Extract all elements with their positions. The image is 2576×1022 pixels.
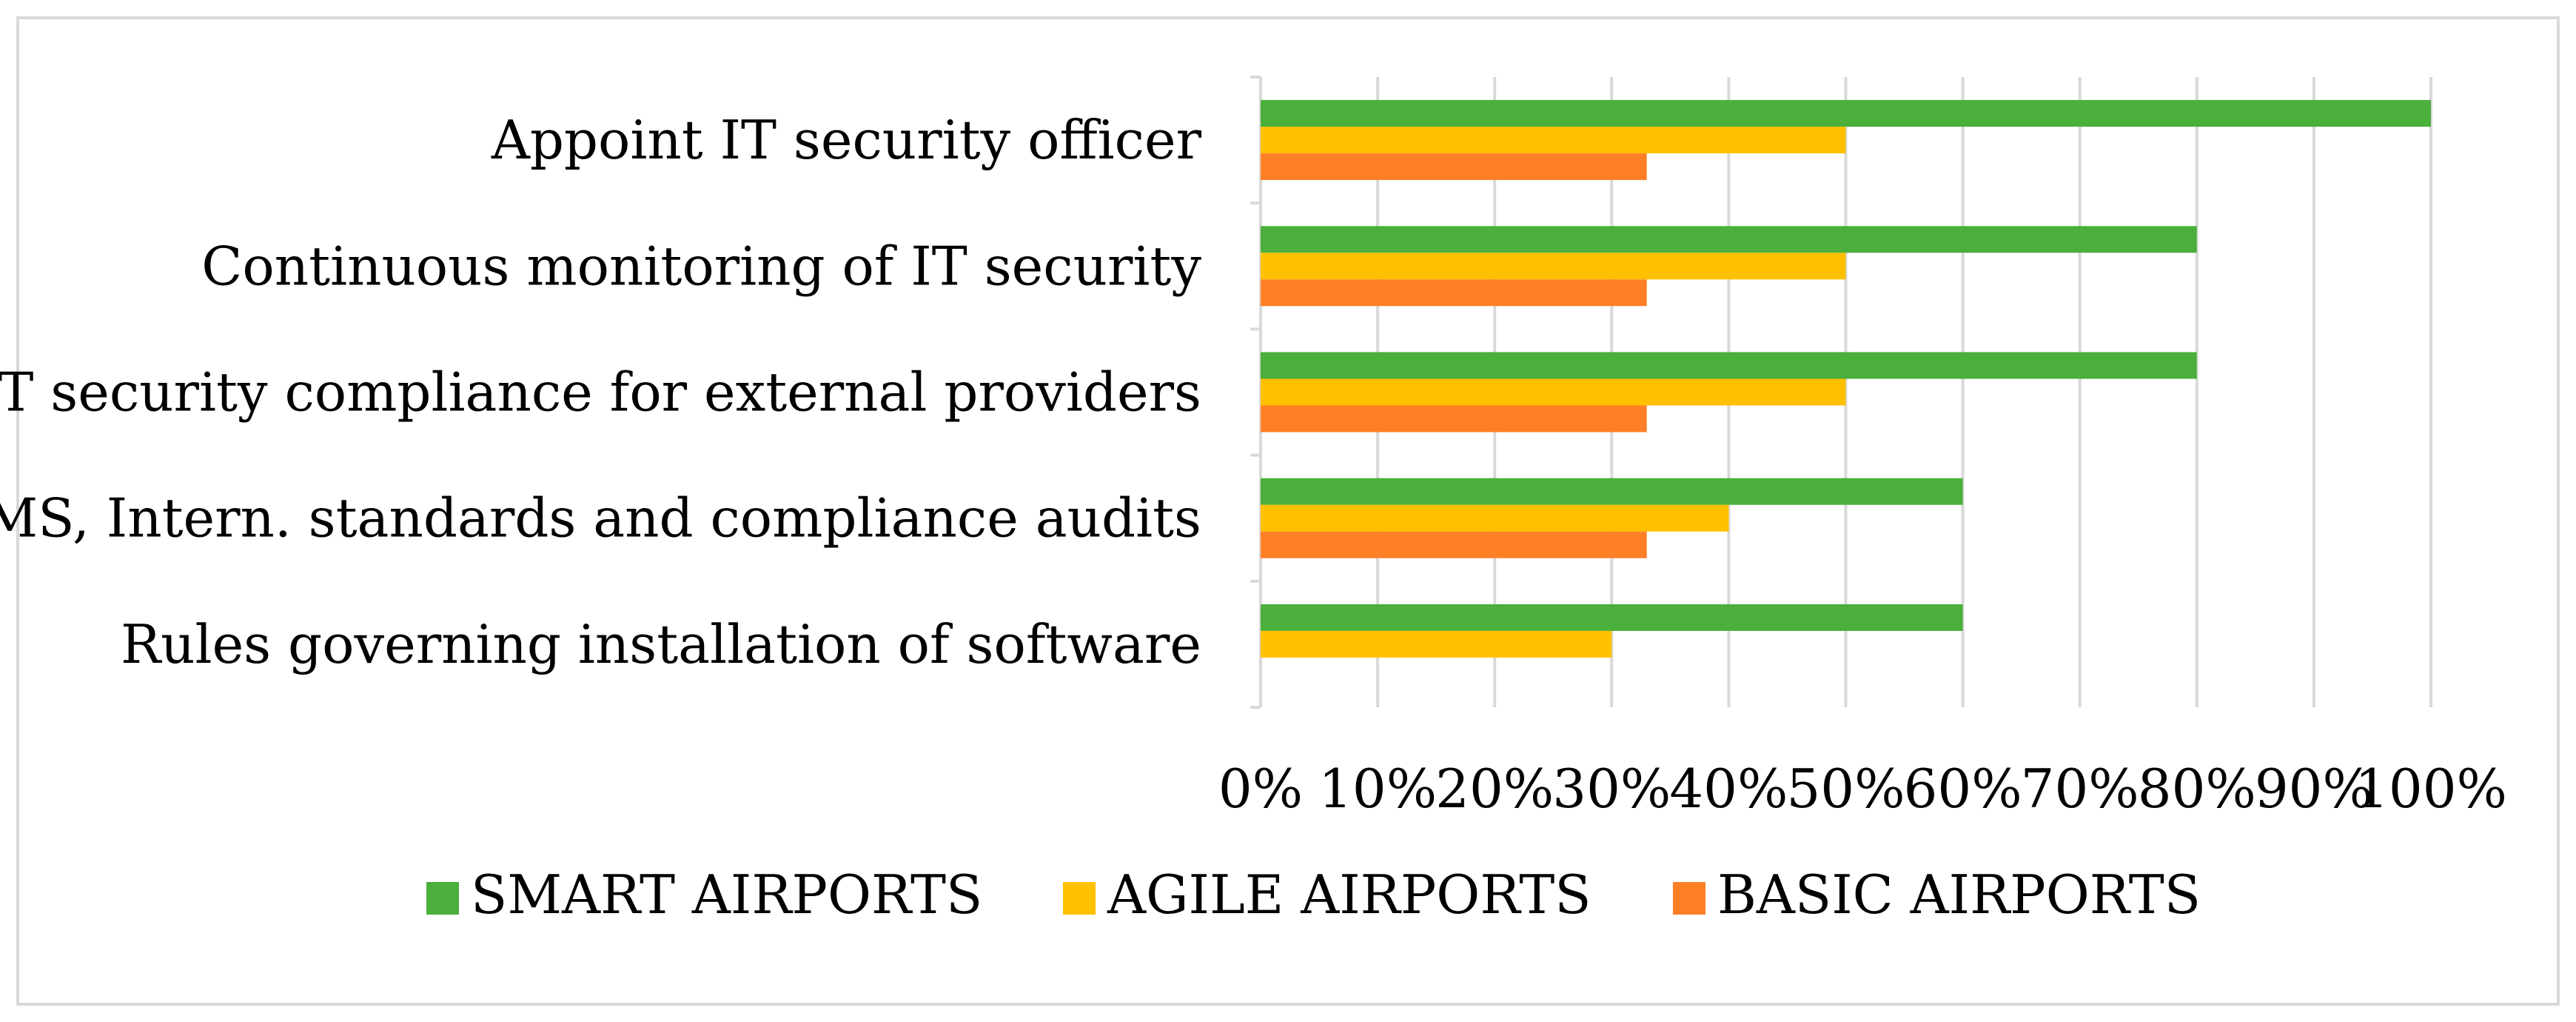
x-tick-label: 70% [2021, 758, 2139, 820]
x-tick-label: 40% [1669, 758, 1788, 820]
bar-basic-airports [1261, 531, 1647, 558]
legend-label: BASIC AIRPORTS [1717, 864, 2201, 926]
bar-smart-airports [1261, 100, 2431, 127]
category-label: IT security compliance for external prov… [0, 361, 1201, 424]
legend-swatch [1063, 882, 1096, 915]
legend-label: SMART AIRPORTS [471, 864, 982, 926]
bar-smart-airports [1261, 478, 1963, 505]
x-tick-label: 90% [2255, 758, 2373, 820]
category-label: Rules governing installation of software [121, 613, 1201, 675]
category-label: Appoint IT security officer [491, 109, 1202, 171]
legend-swatch [426, 882, 459, 915]
bar-agile-airports [1261, 253, 1846, 280]
bar-smart-airports [1261, 352, 2197, 379]
category-labels: Appoint IT security officer Continuous mo… [0, 109, 1202, 675]
x-tick-label: 80% [2138, 758, 2256, 820]
bars [1261, 100, 2431, 658]
x-tick-label: 20% [1435, 758, 1554, 820]
legend-label: AGILE AIRPORTS [1107, 864, 1591, 926]
x-tick-label: 10% [1318, 758, 1437, 820]
x-tick-label: 30% [1552, 758, 1671, 820]
x-tick-label: 50% [1786, 758, 1905, 820]
x-tick-label: 0% [1218, 758, 1303, 820]
bar-basic-airports [1261, 405, 1647, 432]
bar-agile-airports [1261, 630, 1612, 658]
category-label: Continuous monitoring of IT security [201, 235, 1201, 297]
bar-smart-airports [1261, 226, 2197, 253]
legend: SMART AIRPORTS AGILE AIRPORTS BASIC AIRPOR… [426, 864, 2201, 926]
bar-basic-airports [1261, 279, 1647, 307]
x-tick-label: 100% [2355, 758, 2507, 820]
category-label: ISMS, Intern. standards and compliance a… [0, 487, 1201, 550]
x-tick-label: 60% [1904, 758, 2022, 820]
bar-basic-airports [1261, 153, 1647, 181]
bar-agile-airports [1261, 504, 1729, 532]
category-axis [1250, 76, 1262, 709]
bar-smart-airports [1261, 604, 1963, 631]
bar-agile-airports [1261, 127, 1846, 154]
bar-agile-airports [1261, 378, 1846, 406]
legend-swatch [1673, 882, 1705, 915]
x-tick-labels: 0% 10%20%30%40%50%60%70%80%90%100% [1218, 758, 2507, 820]
